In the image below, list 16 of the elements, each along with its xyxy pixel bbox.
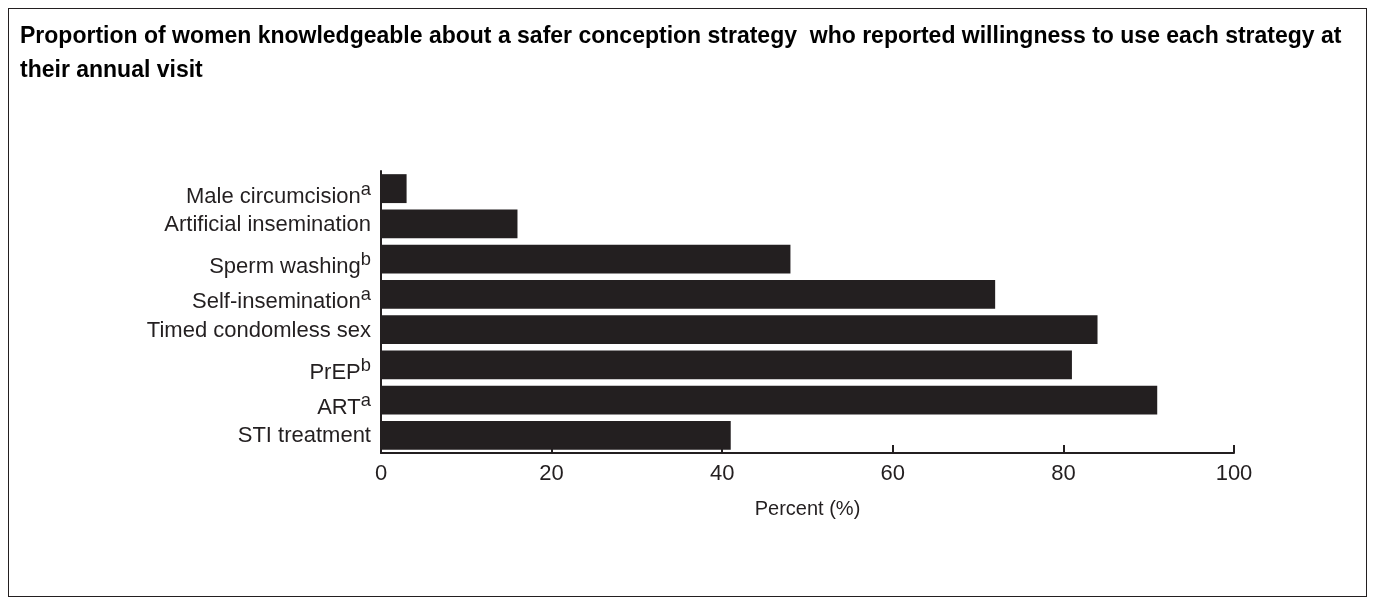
x-tick-label: 80 (1051, 459, 1076, 485)
y-tick-label: Sperm washing$^{b}$ (209, 247, 371, 281)
y-tick-label: STI treatment (237, 421, 371, 450)
y-tick-label: ART$^{a}$ (317, 388, 371, 422)
y-tick-label: Self-insemination$^{a}$ (192, 282, 371, 316)
y-tick-label: PrEP$^{b}$ (309, 352, 371, 387)
x-axis-title: Percent (%) (754, 497, 861, 519)
chart-title: Proportion of women knowledgeable about a safer conception strategy who reported willingness to use each strategy at their annual visit (20, 22, 1348, 82)
x-tick-label: 60 (880, 459, 906, 485)
x-tick-label: 20 (539, 459, 564, 485)
y-tick-label: Timed condomless sex (146, 315, 371, 344)
y-tick-label: Artificial insemination (164, 209, 371, 238)
x-tick-label: 40 (709, 459, 735, 485)
y-tick-label: Male circumcision$^{a}$ (185, 176, 371, 210)
x-tick-label: 100 (1215, 459, 1253, 485)
x-tick-label: 0 (374, 459, 388, 485)
